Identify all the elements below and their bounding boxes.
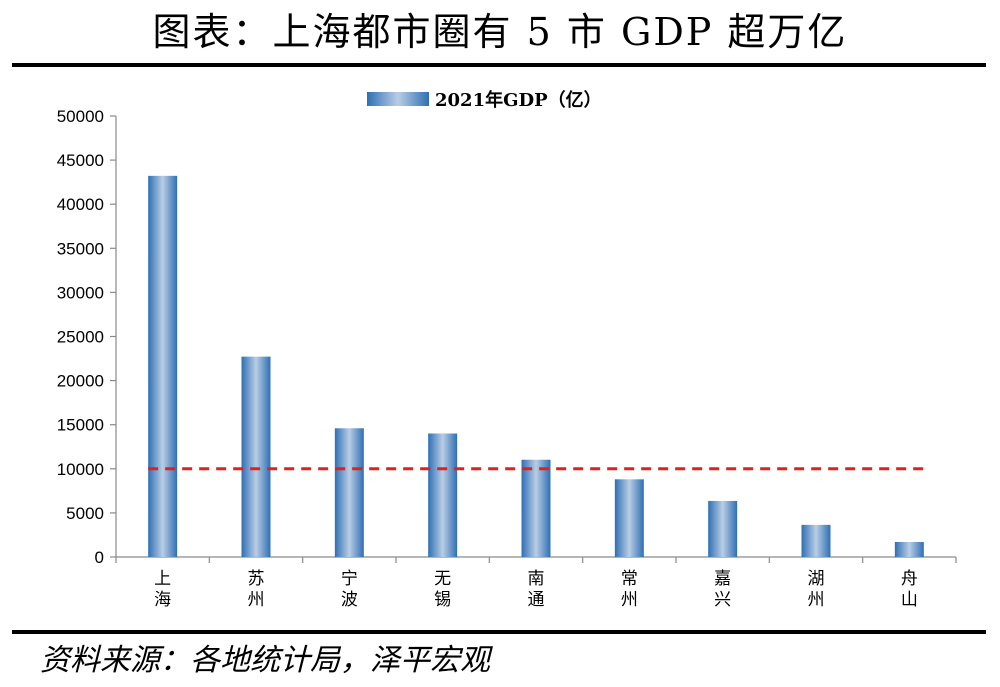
x-tick-label: 湖: [808, 569, 825, 589]
bar: [334, 428, 364, 557]
legend: 2021年GDP（亿）: [367, 89, 602, 111]
y-tick-label: 40000: [57, 195, 104, 214]
y-tick-label: 20000: [57, 372, 104, 391]
bar: [521, 459, 551, 557]
legend-swatch: [367, 92, 429, 106]
bar: [708, 500, 738, 557]
y-tick-label: 30000: [57, 283, 104, 302]
x-tick-label: 舟: [901, 569, 918, 589]
bars: [148, 175, 924, 558]
x-tick-label: 锡: [434, 590, 451, 610]
bar: [148, 175, 178, 558]
y-tick-label: 25000: [57, 328, 104, 347]
bar: [241, 356, 271, 557]
x-tick-label: 州: [621, 590, 638, 610]
source-note: 资料来源：各地统计局，泽平宏观: [40, 643, 490, 678]
bottom-rule: [12, 630, 986, 634]
x-tick-label: 嘉: [714, 569, 731, 589]
x-tick-label: 无: [434, 569, 451, 589]
y-tick-label: 50000: [57, 107, 104, 126]
bar: [894, 541, 924, 557]
x-tick-label: 州: [248, 590, 265, 610]
x-tick-label: 上: [154, 569, 171, 589]
y-axis: 0 5000 10000 15000 20000 25000 30000 35000 40000…: [57, 107, 117, 567]
chart-title: 图表：上海都市圈有 5 市 GDP 超万亿: [152, 10, 848, 54]
legend-label: 2021年GDP（亿）: [435, 89, 602, 111]
bar: [614, 479, 644, 557]
bar: [801, 524, 831, 557]
y-tick-label: 10000: [57, 460, 104, 479]
y-tick-label: 15000: [57, 416, 104, 435]
x-tick-label: 海: [154, 590, 171, 610]
x-tick-label: 苏: [248, 569, 265, 589]
y-tick-label: 35000: [57, 239, 104, 258]
top-rule: [12, 63, 986, 67]
x-tick-label: 南: [528, 569, 545, 589]
x-tick-label: 兴: [714, 590, 731, 610]
bar: [428, 433, 458, 557]
x-tick-label: 宁: [341, 569, 358, 589]
x-tick-label: 通: [528, 590, 545, 610]
x-tick-label: 州: [808, 590, 825, 610]
x-tick-label: 常: [621, 569, 638, 589]
y-tick-label: 5000: [66, 504, 104, 523]
y-tick-label: 0: [95, 548, 104, 567]
y-tick-label: 45000: [57, 151, 104, 170]
x-tick-label: 山: [901, 590, 918, 610]
x-tick-label: 波: [341, 590, 358, 610]
